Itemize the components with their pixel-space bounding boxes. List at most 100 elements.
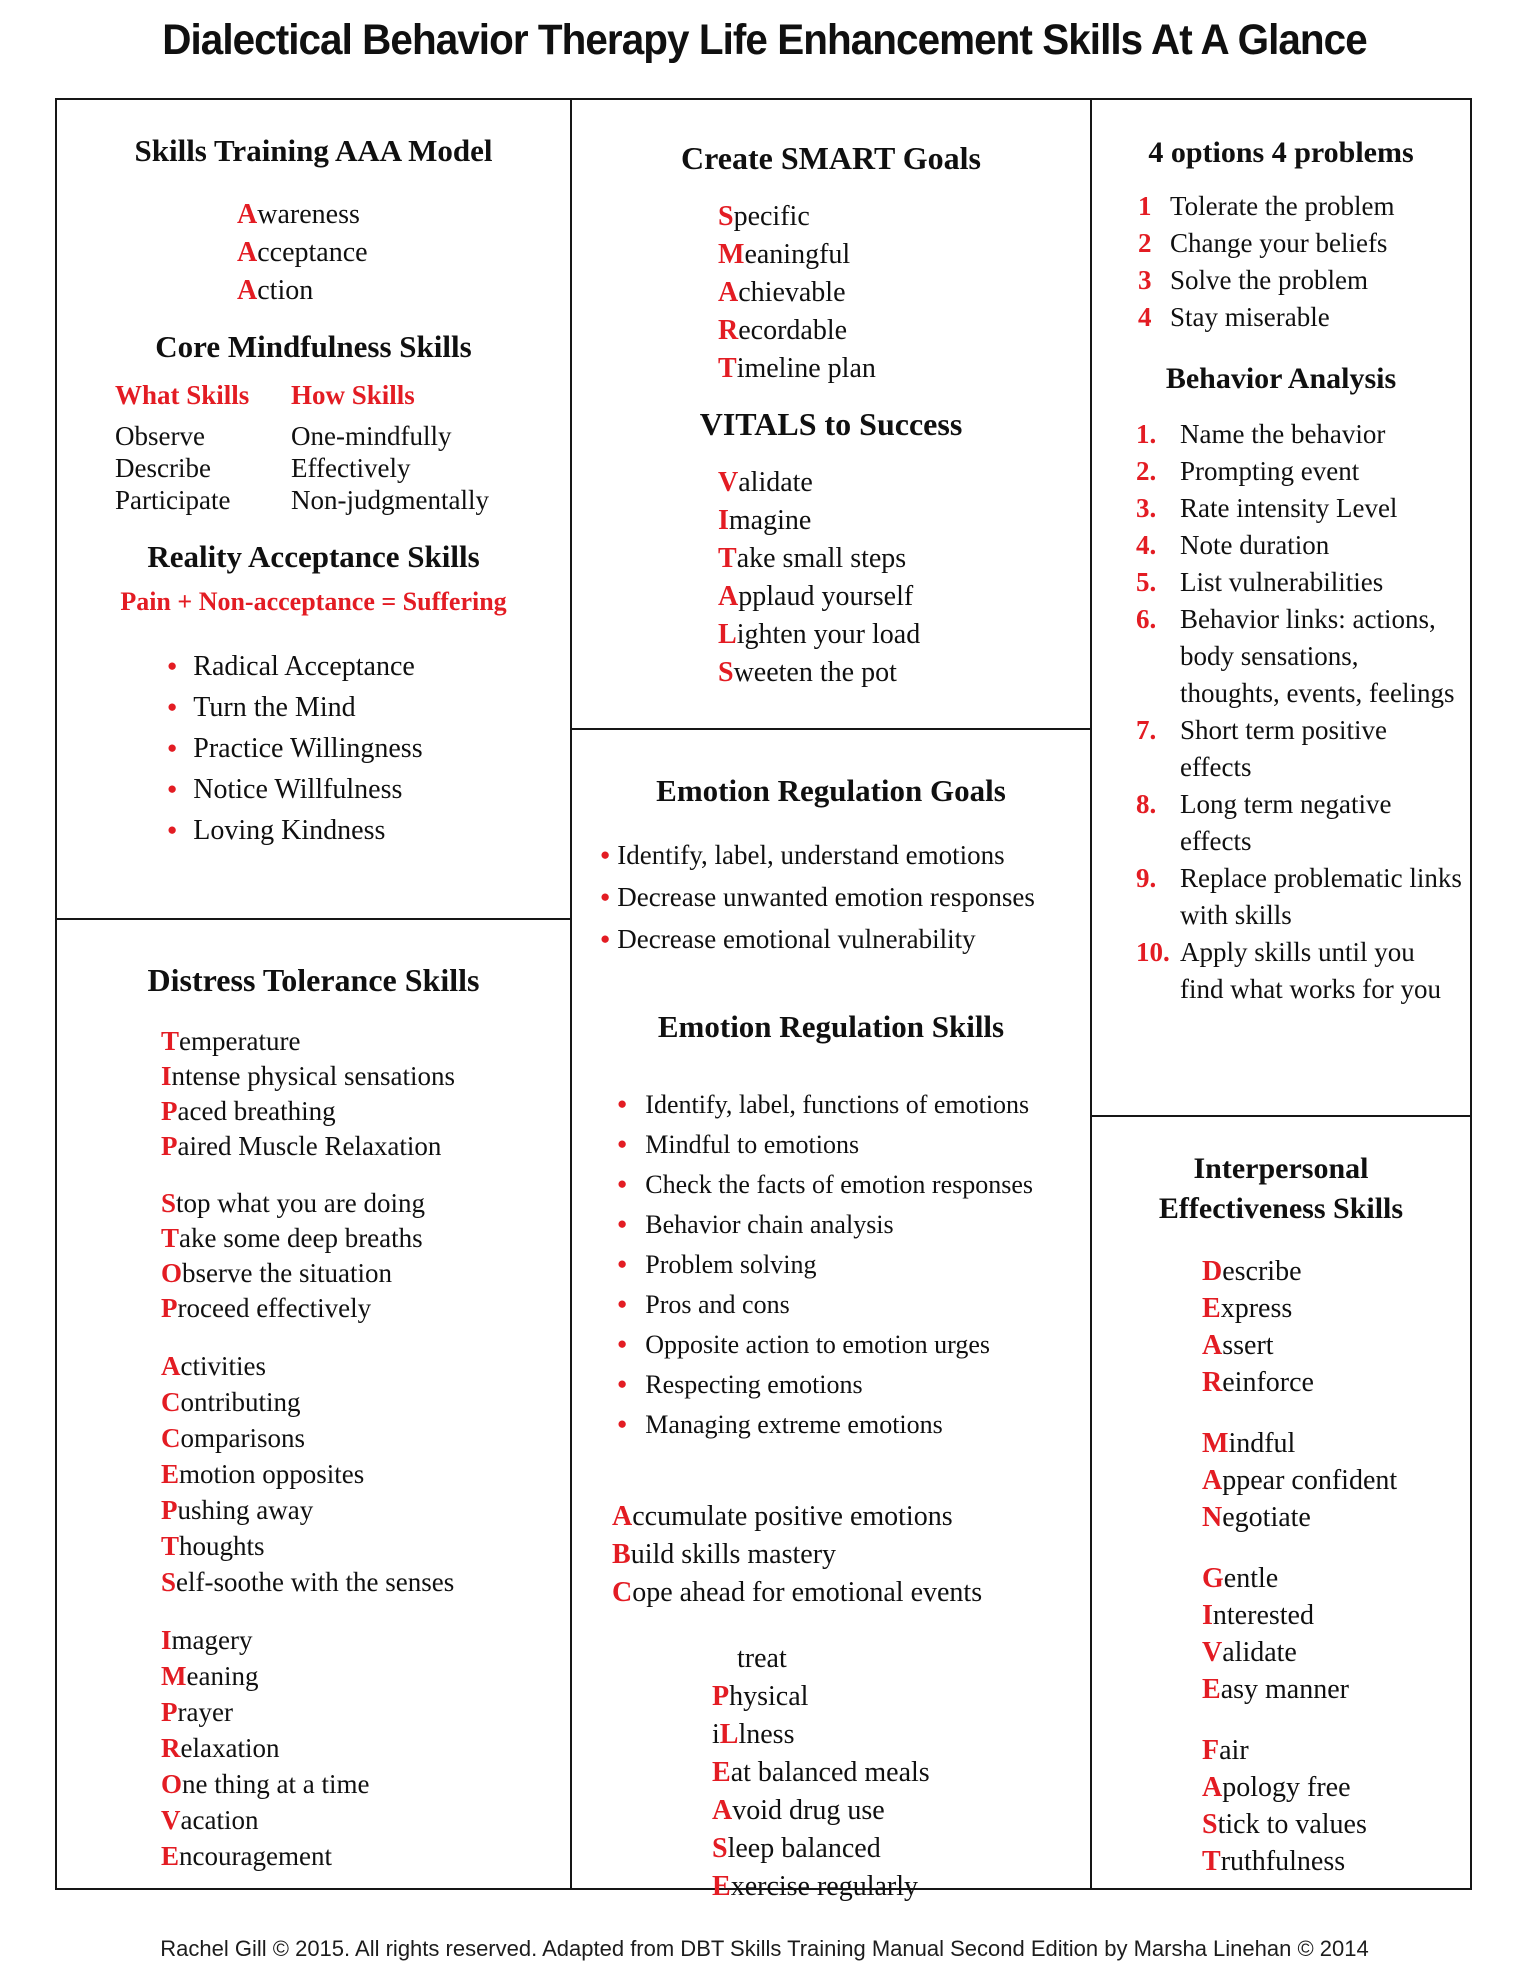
- interpersonal-groups: Describe Express Assert Reinforce Mindful Ap…: [1090, 1253, 1472, 1880]
- acronym-letter: N: [1202, 1502, 1223, 1533]
- list-item: ● Radical Acceptance: [167, 648, 572, 689]
- acronym-letter: S: [712, 1833, 728, 1864]
- acronym-letter: E: [712, 1871, 731, 1902]
- acronym-letter: R: [161, 1733, 181, 1763]
- bullet-icon: ●: [617, 1294, 628, 1313]
- acronym-letter: V: [1202, 1637, 1223, 1668]
- acronym-letter: T: [161, 1223, 180, 1253]
- list-item: 1 Tolerate the problem: [1138, 188, 1472, 225]
- list-item: 8. Long term negative effects: [1136, 786, 1464, 860]
- heading-line-1: Interpersonal: [1193, 1152, 1369, 1185]
- acronym-letter: A: [1202, 1465, 1223, 1496]
- bullet-icon: ●: [617, 1094, 628, 1113]
- acronym-letter: A: [161, 1351, 181, 1381]
- divider: [572, 728, 1090, 730]
- list-item: Take small steps: [718, 543, 907, 574]
- acronym-letter: C: [161, 1423, 181, 1453]
- list-item: ● Respecting emotions: [617, 1366, 1090, 1406]
- heading-interpersonal: Interpersonal Effectiveness Skills: [1090, 1149, 1472, 1229]
- list-item: Validate: [718, 467, 813, 498]
- list-item: Gentle: [1202, 1563, 1279, 1594]
- list-item: Pushing away: [161, 1495, 314, 1525]
- section-interpersonal-effectiveness-skills: Interpersonal Effectiveness Skills Descr…: [1090, 1117, 1472, 1890]
- bullet-icon: ●: [617, 1374, 628, 1393]
- list-item: Exercise regularly: [712, 1871, 919, 1902]
- bullet-icon: ●: [600, 845, 611, 864]
- list-item: Vacation: [161, 1805, 259, 1835]
- heading-core-mindfulness-skills: Core Mindfulness Skills: [155, 329, 472, 364]
- list-number: 6.: [1136, 604, 1157, 634]
- list-number: 10.: [1136, 937, 1170, 967]
- list-number: 1.: [1136, 419, 1157, 449]
- bullet-icon: ●: [617, 1254, 628, 1273]
- smart-acronym-list: Specific Meaningful Achievable Recordable Ti…: [572, 198, 1090, 388]
- bullet-icon: ●: [617, 1334, 628, 1353]
- divider: [55, 1888, 1472, 1890]
- acronym-letter: T: [718, 543, 737, 574]
- list-item: Fair: [1202, 1735, 1249, 1766]
- list-item: Meaning: [161, 1661, 259, 1691]
- list-item: Acceptance: [237, 237, 368, 268]
- list-item: Stop what you are doing: [161, 1188, 425, 1218]
- acronym-letter: R: [718, 315, 739, 346]
- bullet-icon: ●: [617, 1414, 628, 1433]
- acronym-letter: A: [612, 1501, 633, 1532]
- acronym-letter: S: [161, 1188, 177, 1218]
- acronym-letter: C: [612, 1577, 633, 1608]
- distress-groups: Temperature Intense physical sensations Pa…: [55, 1024, 572, 1874]
- heading-emotion-regulation-skills: Emotion Regulation Skills: [657, 1009, 1005, 1044]
- emotion-skills-list: ● Identify, label, functions of emotions ●…: [572, 1086, 1090, 1446]
- list-item: Sweeten the pot: [718, 657, 897, 688]
- list-item: Action: [237, 275, 314, 306]
- aaa-acronym-list: Awareness Acceptance Action: [55, 196, 572, 310]
- list-item: Achievable: [718, 277, 846, 308]
- list-item: Non-judgmentally: [291, 485, 489, 515]
- heading-vitals-to-success: VITALS to Success: [699, 406, 963, 442]
- list-item: Sleep balanced: [712, 1833, 881, 1864]
- list-item: ● Loving Kindness: [167, 812, 572, 853]
- what-how-columns: What Skills Observe Describe Participate H…: [55, 378, 572, 516]
- bullet-icon: ●: [617, 1174, 628, 1193]
- heading-4-options-4-problems: 4 options 4 problems: [1148, 136, 1414, 169]
- acronym-letter: M: [161, 1661, 187, 1691]
- acronym-letter: V: [161, 1805, 181, 1835]
- list-item: 5. List vulnerabilities: [1136, 564, 1464, 601]
- list-item: ● Opposite action to emotion urges: [617, 1326, 1090, 1366]
- divider: [55, 98, 1472, 100]
- acronym-letter: T: [718, 353, 737, 384]
- acronym-letter: E: [161, 1841, 180, 1871]
- acronym-letter: E: [161, 1459, 180, 1489]
- section-emotion-regulation: Emotion Regulation Goals ● Identify, labe…: [572, 730, 1090, 1902]
- give-group: Gentle Interested Validate Easy manner: [1202, 1560, 1472, 1708]
- acronym-letter: I: [161, 1625, 172, 1655]
- acronym-letter: S: [718, 201, 734, 232]
- list-item: Take some deep breaths: [161, 1223, 423, 1253]
- divider: [1090, 98, 1092, 1890]
- section-4-options-4-problems: 4 options 4 problems 1 Tolerate the probl…: [1090, 98, 1472, 1117]
- acronym-letter: G: [1202, 1563, 1224, 1594]
- vitals-acronym-list: Validate Imagine Take small steps Applaud y…: [572, 464, 1090, 692]
- acronym-letter: A: [237, 199, 258, 230]
- heading-emotion-regulation-goals: Emotion Regulation Goals: [656, 773, 1006, 808]
- list-item: Easy manner: [1202, 1674, 1349, 1705]
- list-item: 3. Rate intensity Level: [1136, 490, 1464, 527]
- acronym-letter: P: [712, 1681, 730, 1712]
- divider: [1470, 98, 1472, 1890]
- copyright-footer: Rachel Gill © 2015. All rights reserved.…: [160, 1936, 1369, 1961]
- list-item: ● Notice Willfulness: [167, 771, 572, 812]
- bullet-icon: ●: [167, 697, 178, 716]
- list-item: ● Identify, label, understand emotions: [600, 836, 1090, 878]
- list-item: Encouragement: [161, 1841, 332, 1871]
- list-item: Cope ahead for emotional events: [612, 1577, 983, 1608]
- list-item: 1. Name the behavior: [1136, 416, 1464, 453]
- list-number: 2: [1138, 228, 1152, 258]
- list-item: ● Behavior chain analysis: [617, 1206, 1090, 1246]
- list-item: Observe the situation: [161, 1258, 392, 1288]
- acronym-letter: S: [161, 1567, 177, 1597]
- bullet-icon: ●: [600, 929, 611, 948]
- list-item: Relaxation: [161, 1733, 280, 1763]
- divider: [1090, 1115, 1472, 1117]
- list-item: ● Problem solving: [617, 1246, 1090, 1286]
- list-item: Interested: [1202, 1600, 1314, 1631]
- list-item: Meaningful: [718, 239, 851, 270]
